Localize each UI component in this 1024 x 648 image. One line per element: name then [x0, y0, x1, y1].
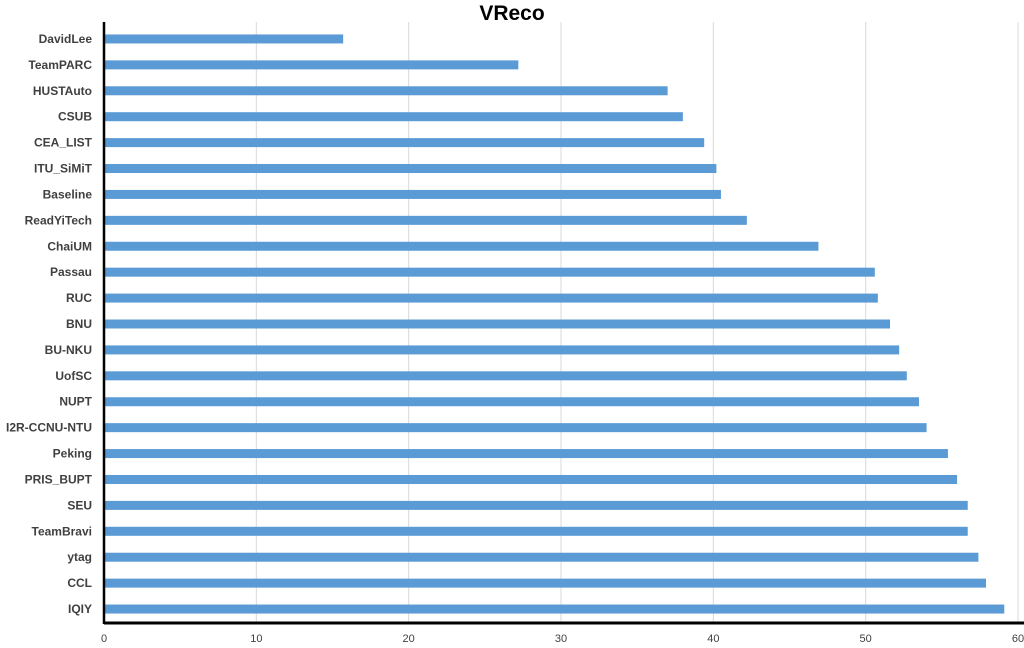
bar — [104, 189, 721, 199]
category-label: CEA_LIST — [34, 136, 93, 150]
category-label: UofSC — [55, 369, 92, 383]
category-label: TeamPARC — [28, 58, 92, 72]
category-label: DavidLee — [39, 32, 93, 46]
bar — [104, 500, 968, 510]
x-tick-label: 0 — [101, 633, 107, 645]
bar — [104, 267, 875, 277]
bar — [104, 604, 1005, 614]
bar — [104, 86, 668, 96]
category-label: CSUB — [58, 110, 92, 124]
bar — [104, 293, 878, 303]
category-label: HUSTAuto — [33, 84, 92, 98]
bars — [104, 34, 1005, 614]
category-label: PRIS_BUPT — [25, 472, 93, 486]
x-tick-labels: 0 10 20 30 40 50 60 — [101, 633, 1024, 645]
axes — [102, 22, 1024, 625]
x-tick-label: 10 — [250, 633, 262, 645]
category-label: NUPT — [59, 395, 92, 409]
chart-title: VReco — [479, 2, 545, 25]
bar — [104, 423, 927, 433]
category-label: BU-NKU — [45, 343, 92, 357]
bar — [104, 397, 919, 407]
category-label: CCL — [67, 576, 92, 590]
category-label: SEU — [67, 498, 92, 512]
x-tick-label: 60 — [1012, 633, 1024, 645]
bar — [104, 371, 907, 381]
x-tick-label: 50 — [860, 633, 872, 645]
bar — [104, 552, 979, 562]
bar — [104, 578, 987, 588]
category-label: I2R-CCNU-NTU — [6, 421, 92, 435]
x-tick-label: 20 — [403, 633, 415, 645]
category-label: Passau — [50, 265, 92, 279]
category-label: Baseline — [43, 187, 93, 201]
bar — [104, 526, 968, 536]
bar — [104, 112, 683, 122]
category-label: RUC — [66, 291, 92, 305]
bar — [104, 345, 900, 355]
bar — [104, 138, 705, 148]
bar — [104, 449, 948, 459]
x-tick-label: 40 — [707, 633, 719, 645]
category-label: ChaiUM — [47, 239, 92, 253]
bar — [104, 215, 747, 225]
category-label: ReadYiTech — [25, 213, 92, 227]
bar — [104, 474, 958, 484]
category-label: ITU_SiMiT — [34, 162, 93, 176]
category-label: TeamBravi — [32, 524, 92, 538]
bar — [104, 60, 519, 70]
bar — [104, 241, 819, 251]
category-label: Peking — [53, 447, 92, 461]
bar — [104, 34, 344, 44]
bar — [104, 319, 891, 329]
bar — [104, 164, 717, 174]
category-labels: DavidLee TeamPARC HUSTAuto CSUB CEA_LIST ITU_… — [6, 32, 93, 616]
category-label: BNU — [66, 317, 92, 331]
category-label: ytag — [67, 550, 92, 564]
x-tick-label: 30 — [555, 633, 567, 645]
category-label: IQIY — [68, 602, 92, 616]
